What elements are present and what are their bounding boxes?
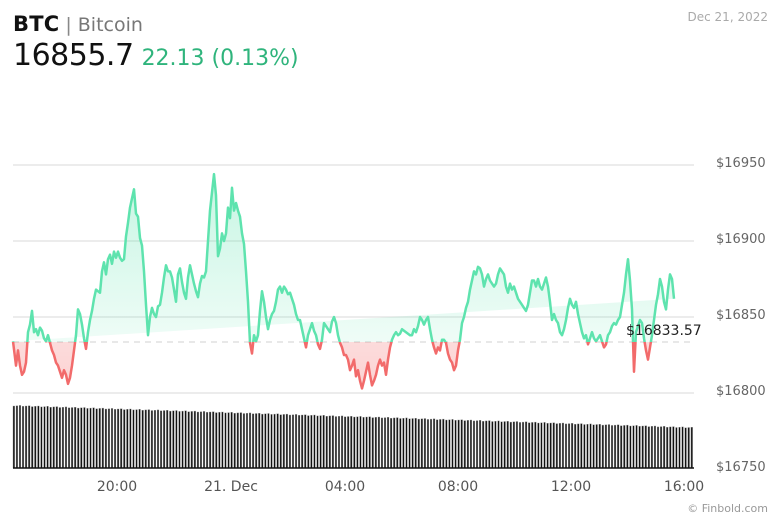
chart-date: Dec 21, 2022 bbox=[687, 10, 768, 24]
x-tick-label: 21. Dec bbox=[204, 479, 258, 495]
y-tick-label: $16800 bbox=[716, 384, 766, 399]
asset-name: Bitcoin bbox=[77, 14, 143, 36]
price-line-up bbox=[11, 172, 676, 342]
copyright-credit: © Finbold.com bbox=[687, 502, 768, 515]
baseline-price-label: $16833.57 bbox=[626, 323, 702, 339]
ticker-header: BTC | Bitcoin 16855.7 22.13 (0.13%) bbox=[13, 12, 299, 73]
y-tick-label: $16750 bbox=[716, 460, 766, 475]
current-price: 16855.7 bbox=[13, 38, 134, 73]
volume-bars bbox=[12, 405, 694, 469]
x-tick-label: 04:00 bbox=[324, 479, 366, 495]
y-tick-label: $16900 bbox=[716, 232, 766, 247]
y-tick-label: $16950 bbox=[716, 156, 766, 171]
x-tick-label: 20:00 bbox=[96, 479, 138, 495]
area-fill-above bbox=[13, 174, 674, 342]
y-tick-label: $16850 bbox=[716, 308, 766, 323]
ticker-separator: | bbox=[65, 14, 72, 36]
x-tick-label: 16:00 bbox=[663, 479, 705, 495]
x-tick-label: 12:00 bbox=[550, 479, 592, 495]
x-tick-label: 08:00 bbox=[437, 479, 479, 495]
price-line-down bbox=[11, 342, 653, 390]
price-change: 22.13 (0.13%) bbox=[141, 46, 299, 71]
ticker-symbol: BTC bbox=[13, 12, 60, 36]
